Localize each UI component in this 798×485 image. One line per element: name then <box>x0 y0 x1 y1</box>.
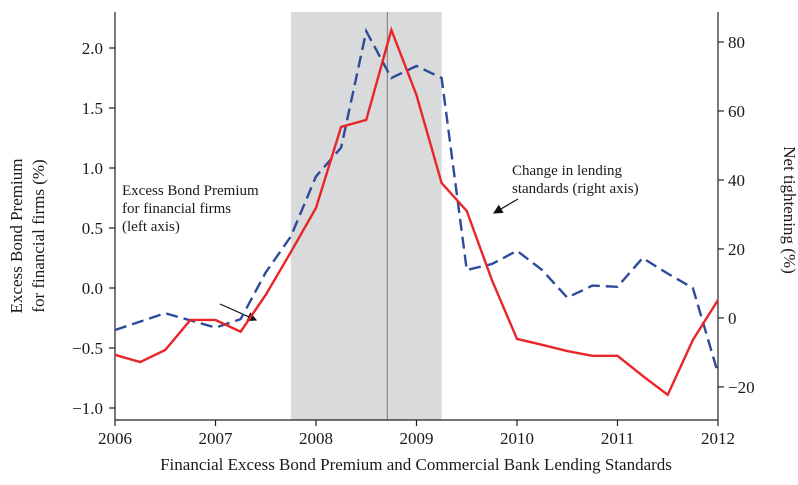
x-tick-label: 2012 <box>701 429 735 448</box>
annotation: for financial firms <box>122 201 231 217</box>
annotation-arrow <box>492 198 519 214</box>
y2-tick-label: 80 <box>728 33 745 52</box>
chart-title: Financial Excess Bond Premium and Commer… <box>160 455 672 474</box>
x-tick-label: 2009 <box>400 429 434 448</box>
y-tick-label: 1.0 <box>82 159 103 178</box>
annotation: standards (right axis) <box>512 181 639 197</box>
y-tick-label: 0.0 <box>82 279 103 298</box>
annotation: Excess Bond Premium <box>122 183 259 199</box>
y-axis-label: for financial firms (%) <box>29 159 48 312</box>
y2-tick-label: 20 <box>728 240 745 259</box>
x-tick-label: 2007 <box>199 429 234 448</box>
x-tick-label: 2011 <box>601 429 634 448</box>
annotation: (left axis) <box>122 219 180 235</box>
y-tick-label: −0.5 <box>72 339 103 358</box>
y2-tick-label: −20 <box>728 378 755 397</box>
x-tick-label: 2006 <box>98 429 132 448</box>
series-line <box>114 26 720 397</box>
y2-tick-label: 40 <box>728 171 745 190</box>
y-tick-label: 2.0 <box>82 39 103 58</box>
series-line <box>114 27 720 374</box>
y2-axis-label: Net tightening (%) <box>780 146 798 273</box>
y-tick-label: 1.5 <box>82 99 103 118</box>
y-axis-label: Excess Bond Premium <box>7 159 26 314</box>
y-tick-label: 0.5 <box>82 219 103 238</box>
y-tick-label: −1.0 <box>72 399 103 418</box>
x-tick-label: 2010 <box>500 429 534 448</box>
shaded-period <box>290 12 442 420</box>
annotation: Change in lending <box>512 163 622 179</box>
x-tick-label: 2008 <box>299 429 333 448</box>
y2-tick-label: 60 <box>728 102 745 121</box>
y2-tick-label: 0 <box>728 309 737 328</box>
